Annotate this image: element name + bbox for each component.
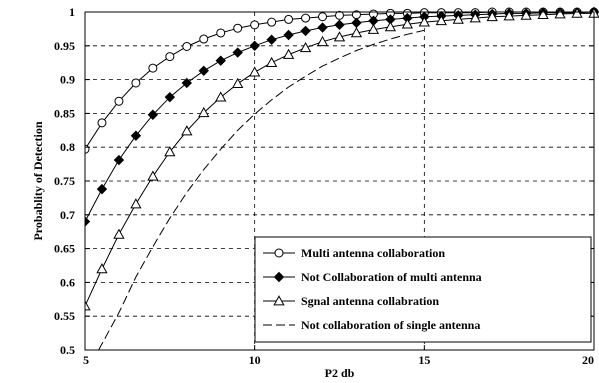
data-point xyxy=(114,96,124,106)
data-point xyxy=(317,22,328,33)
data-point xyxy=(215,55,226,66)
legend-box xyxy=(254,236,592,343)
data-point xyxy=(131,78,141,88)
data-point xyxy=(537,8,549,20)
data-point xyxy=(520,9,532,20)
legend-marker xyxy=(273,271,285,283)
data-point xyxy=(181,77,193,89)
data-point xyxy=(164,146,176,157)
data-point xyxy=(284,14,294,24)
y-tick-label: 0.9 xyxy=(60,73,75,87)
x-tick-label: 15 xyxy=(418,353,430,367)
data-point xyxy=(316,35,329,47)
y-tick-label: 0.65 xyxy=(54,242,75,256)
data-point xyxy=(147,109,159,120)
y-tick-label: 0.5 xyxy=(60,343,75,357)
data-point xyxy=(97,118,107,128)
data-point xyxy=(469,12,481,23)
data-point xyxy=(283,29,294,41)
data-point xyxy=(435,14,447,26)
y-axis-title: Probablity of Detection xyxy=(31,121,45,240)
data-point xyxy=(198,106,210,118)
data-point xyxy=(300,25,311,37)
y-tick-label: 0.85 xyxy=(54,106,75,120)
series-4 xyxy=(98,29,425,350)
data-point xyxy=(267,17,277,27)
data-point xyxy=(571,7,583,18)
data-point xyxy=(232,77,244,88)
legend-label: Multi antenna collaboration xyxy=(301,246,445,260)
data-point xyxy=(418,16,430,27)
data-point xyxy=(216,28,226,38)
data-point xyxy=(96,263,108,274)
data-point xyxy=(282,48,295,59)
data-point xyxy=(232,47,243,58)
data-point xyxy=(199,34,209,44)
data-point xyxy=(130,130,142,141)
data-point xyxy=(266,34,277,45)
data-point xyxy=(165,52,175,62)
data-point xyxy=(233,23,243,33)
data-point xyxy=(96,183,108,195)
legend-label: Not Collaboration of multi antenna xyxy=(301,270,482,284)
y-tick-label: 0.6 xyxy=(60,275,75,289)
data-point xyxy=(113,154,125,166)
data-point xyxy=(85,300,91,311)
y-tick-label: 0.8 xyxy=(60,140,75,154)
data-point xyxy=(452,13,464,24)
data-point xyxy=(148,63,158,73)
y-tick-label: 0.55 xyxy=(54,309,75,323)
data-point xyxy=(367,23,380,34)
data-point xyxy=(164,91,176,103)
data-point xyxy=(147,170,159,181)
data-point xyxy=(486,10,498,22)
data-point xyxy=(335,10,344,20)
data-point xyxy=(384,21,397,32)
series-layer xyxy=(85,6,599,350)
data-point xyxy=(334,19,345,31)
data-point xyxy=(198,65,209,77)
data-point xyxy=(299,41,312,53)
data-point xyxy=(265,56,278,68)
x-axis-title: P2 db xyxy=(325,366,355,380)
data-point xyxy=(333,31,346,42)
data-point xyxy=(350,27,363,38)
data-point xyxy=(318,12,328,22)
series-3 xyxy=(85,7,599,311)
data-point xyxy=(215,91,227,102)
data-point xyxy=(130,198,142,209)
x-tick-label: 20 xyxy=(582,353,594,367)
y-tick-label: 0.95 xyxy=(54,39,75,53)
legend-label: Not collaboration of single antenna xyxy=(301,318,480,332)
y-tick-label: 1 xyxy=(69,5,75,19)
legend-label: Sgnal antenna collabration xyxy=(301,294,439,308)
data-point xyxy=(85,216,91,227)
legend-marker xyxy=(273,295,285,306)
data-point xyxy=(301,13,311,23)
x-tick-label: 5 xyxy=(83,353,89,367)
data-point xyxy=(181,125,193,136)
data-point xyxy=(401,18,414,29)
x-tick-label: 10 xyxy=(249,353,261,367)
y-tick-label: 0.7 xyxy=(60,208,75,222)
data-point xyxy=(182,41,192,51)
data-point xyxy=(249,66,261,77)
data-point xyxy=(554,8,566,19)
legend: Multi antenna collaboration Not Collabora… xyxy=(254,236,592,343)
data-point xyxy=(249,40,260,52)
data-point xyxy=(113,228,125,239)
data-point xyxy=(250,20,260,30)
y-tick-label: 0.75 xyxy=(54,174,75,188)
legend-marker xyxy=(274,248,284,258)
series-line xyxy=(98,29,425,350)
data-point xyxy=(503,10,515,21)
